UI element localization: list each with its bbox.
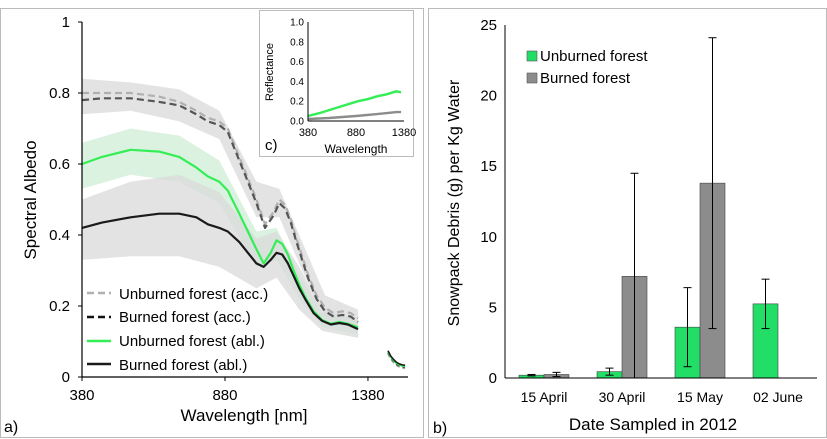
b-x-tick-label: 02 June: [753, 389, 803, 405]
inset-x-tick-label: 1380: [392, 127, 416, 139]
legend: Unburned forest (acc.) Burned forest (ac…: [87, 286, 268, 374]
error-bars: [527, 37, 770, 379]
panel-a: 0 0.2 0.4 0.6 0.8 1 380 880 1380 Wavelength [nm…: [4, 14, 408, 436]
b-y-tick-label: 5: [489, 299, 497, 316]
y-axis-label: Spectral Albedo: [21, 140, 40, 259]
inset-y-tick-labels: 0.0 0.2 0.4 0.6 0.8 1.0: [290, 18, 304, 128]
b-y-axis-label: Snowpack Debris (g) per Kg Water: [446, 79, 463, 326]
legend-label-burned-abl: Burned forest (abl.): [119, 357, 247, 374]
inset-y-axis-label: Reflectance: [264, 43, 276, 101]
x-tick-label: 1380: [351, 387, 384, 404]
inset-series-line-1: [307, 110, 402, 121]
legend-swatch-unburned: [526, 50, 538, 62]
y-tick-label: 1: [62, 14, 70, 31]
b-x-tick-label: 30 April: [599, 389, 646, 405]
inset-frame: [259, 10, 414, 157]
inset-y-tick-label: 0.8: [290, 37, 304, 48]
b-y-tick-label: 25: [480, 17, 497, 34]
inset-y-tick-label: 1.0: [290, 18, 304, 29]
inset-y-tick-label: 0.6: [290, 57, 304, 68]
uncertainty-band-0: [82, 78, 358, 328]
legend-swatch-burned: [526, 72, 538, 84]
legend-label-unburned-acc: Unburned forest (acc.): [119, 286, 268, 303]
x-tick-label: 880: [212, 387, 237, 404]
x-tick-labels: 380 880 1380: [69, 377, 385, 404]
b-x-tick-label: 15 May: [677, 389, 723, 405]
tail-line-3: [387, 350, 406, 367]
b-x-tick-label: 15 April: [521, 389, 568, 405]
inset-y-tick-label: 0.4: [290, 77, 304, 88]
panel-a-letter: a): [4, 419, 18, 436]
panel-a-frame: [0, 8, 424, 438]
legend-label-unburned: Unburned forest: [540, 48, 648, 65]
inset-x-axis-label: Wavelength: [325, 142, 388, 156]
legend-label-burned: Burned forest: [540, 70, 631, 87]
y-tick-label: 0.6: [49, 156, 70, 173]
b-y-tick-labels: 0 5 10 15 20 25: [480, 17, 497, 387]
inset-series-line-0: [307, 90, 402, 118]
y-tick-label: 0.4: [49, 227, 70, 244]
b-y-tick-label: 15: [480, 158, 497, 175]
b-y-tick-label: 20: [480, 88, 497, 105]
panel-b: 0 5 10 15 20 25 15 April 30 April 15 May 02 June…: [433, 17, 817, 437]
y-tick-label: 0.2: [49, 298, 70, 315]
y-tick-labels: 0 0.2 0.4 0.6 0.8 1: [49, 14, 82, 386]
legend-label-burned-acc: Burned forest (acc.): [119, 309, 251, 326]
x-tick-label: 380: [69, 387, 94, 404]
series-line-3: [81, 212, 359, 331]
tail-line-0: [387, 353, 406, 370]
panel-c-inset: 0.0 0.2 0.4 0.6 0.8 1.0 380 880 1380 Wavelength…: [259, 10, 416, 157]
y-tick-label: 0.8: [49, 85, 70, 102]
uncertainty-band-1: [82, 128, 358, 335]
inset-series: [307, 90, 402, 121]
b-y-tick-label: 10: [480, 229, 497, 246]
b-legend: Unburned forest Burned forest: [526, 48, 648, 87]
x-axis-label: Wavelength [nm]: [181, 406, 308, 425]
bars: [518, 182, 779, 379]
inset-x-tick-label: 380: [299, 127, 317, 139]
b-x-axis-label: Date Sampled in 2012: [569, 415, 737, 434]
panel-b-letter: b): [433, 420, 447, 437]
series-line-1: [81, 97, 359, 323]
inset-y-tick-label: 0.2: [290, 97, 304, 108]
series-line-0: [82, 91, 359, 320]
spectral-series: [81, 91, 406, 370]
b-y-tick-label: 0: [489, 370, 497, 387]
y-tick-label: 0: [62, 369, 70, 386]
b-x-tick-labels: 15 April 30 April 15 May 02 June: [521, 389, 803, 405]
inset-x-tick-label: 880: [347, 127, 365, 139]
panel-c-letter: c): [265, 137, 278, 154]
legend-label-unburned-abl: Unburned forest (abl.): [119, 333, 265, 350]
inset-x-tick-labels: 380 880 1380: [299, 127, 416, 139]
inset-y-tick-label: 0.0: [290, 117, 304, 128]
tail-line-1: [387, 352, 406, 369]
